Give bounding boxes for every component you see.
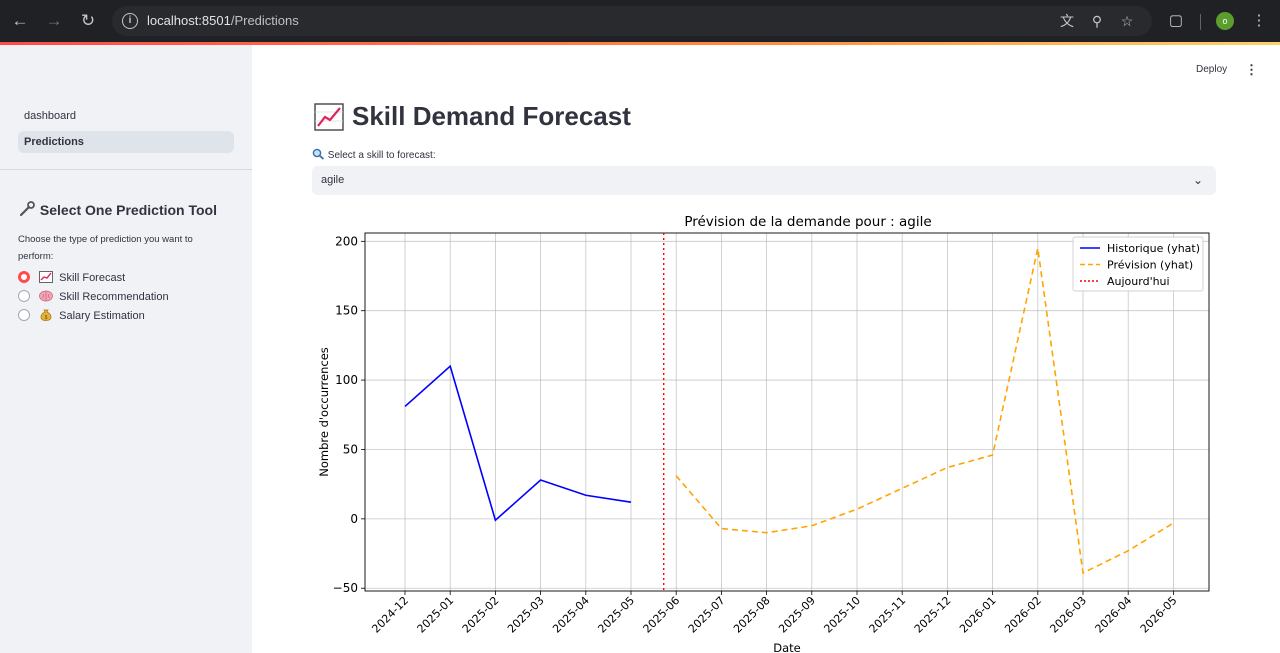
forward-arrow-icon[interactable]: → [45,11,63,30]
legend-label: Prévision (yhat) [1107,259,1193,272]
back-arrow-icon[interactable]: ← [11,11,29,30]
x-tick-label: 2025-05 [595,594,637,636]
series-line [404,364,632,522]
x-tick-label: 2025-06 [641,594,683,636]
option-label: Salary Estimation [59,310,145,322]
y-tick-label: −50 [333,581,358,595]
radio-button-checked[interactable] [18,271,30,283]
x-tick-label: 2026-05 [1138,594,1180,636]
y-axis-label: Nombre d'occurrences [317,347,331,477]
x-tick-label: 2025-07 [686,594,728,636]
tool-section-title: Select One Prediction Tool [18,201,217,218]
x-tick-label: 2026-01 [957,594,999,636]
series-line [675,248,1174,575]
svg-text:$: $ [45,315,48,321]
extensions-icon[interactable]: ▢ [1168,12,1184,29]
x-tick-label: 2026-03 [1047,594,1089,636]
sidebar: dashboard Predictions Select One Predict… [0,45,252,653]
radio-skill-forecast[interactable]: Skill Forecast [18,270,125,286]
money-bag-icon: $ [40,309,52,321]
sidebar-item-predictions[interactable]: Predictions [18,131,234,153]
browser-menu-icon[interactable]: ⋮ [1251,12,1267,29]
y-tick-label: 50 [343,442,358,456]
option-label: Skill Recommendation [59,291,169,303]
profile-avatar[interactable]: o [1216,12,1234,30]
radio-skill-recommendation[interactable]: Skill Recommendation [18,289,169,305]
select-label-text: Select a skill to forecast: [327,150,436,161]
tool-description: Choose the type of prediction you want t… [18,234,193,262]
x-tick-label: 2025-08 [731,594,773,636]
skill-select-value: agile [321,174,345,186]
y-tick-label: 0 [350,512,358,526]
y-tick-label: 200 [335,234,358,248]
x-tick-label: 2025-01 [415,594,457,636]
chart-increasing-icon [314,103,344,131]
zoom-icon[interactable]: ⚲ [1091,13,1103,29]
x-tick-label: 2025-02 [460,594,502,636]
site-info-icon[interactable]: i [122,13,138,29]
plot-frame [364,232,1210,592]
x-tick-label: 2025-04 [550,594,592,636]
reload-icon[interactable]: ↻ [80,11,96,30]
x-tick-label: 2025-09 [776,594,818,636]
app-accent-bar [0,42,1280,45]
chart-title: Prévision de la demande pour : agile [684,214,931,230]
legend-label: Aujourd'hui [1107,275,1170,288]
main-menu-icon[interactable]: ⋮ [1245,62,1258,77]
browser-toolbar: ← → ↻ i localhost:8501/Predictions 文 ⚲ ☆… [0,0,1280,42]
url-text[interactable]: localhost:8501/Predictions [147,13,299,28]
x-tick-label: 2024-12 [369,594,411,636]
x-tick-label: 2026-02 [1002,594,1044,636]
x-tick-label: 2026-04 [1093,594,1135,636]
x-tick-label: 2025-12 [912,594,954,636]
x-tick-label: 2025-03 [505,594,547,636]
y-tick-label: 150 [335,304,358,318]
address-bar[interactable]: i localhost:8501/Predictions 文 ⚲ ☆ [112,6,1152,36]
legend-label: Historique (yhat) [1107,242,1200,255]
radio-salary-estimation[interactable]: $ Salary Estimation [18,308,145,324]
magnifying-glass-icon [312,148,325,160]
sidebar-item-dashboard[interactable]: dashboard [24,110,76,122]
brain-icon [39,290,53,302]
toolbar-separator [1200,14,1201,30]
option-label: Skill Forecast [59,272,126,284]
radio-button[interactable] [18,309,30,321]
x-tick-label: 2025-10 [821,594,863,636]
chart-increasing-icon [39,271,54,283]
x-axis-label: Date [773,641,801,653]
bookmark-star-icon[interactable]: ☆ [1120,13,1134,29]
wrench-icon [19,201,35,217]
legend-box [1072,236,1204,292]
y-tick-label: 100 [335,373,358,387]
chevron-down-icon[interactable]: ⌄ [1193,173,1204,187]
sidebar-divider [0,169,252,170]
x-tick-label: 2025-11 [867,594,909,636]
radio-button[interactable] [18,290,30,302]
select-label: Select a skill to forecast: [312,148,436,161]
page-title: Skill Demand Forecast [352,101,631,131]
translate-icon[interactable]: 文 [1060,13,1074,29]
tool-title-text: Select One Prediction Tool [39,202,217,218]
deploy-button[interactable]: Deploy [1196,64,1228,75]
skill-select[interactable]: agile ⌄ [312,166,1216,195]
